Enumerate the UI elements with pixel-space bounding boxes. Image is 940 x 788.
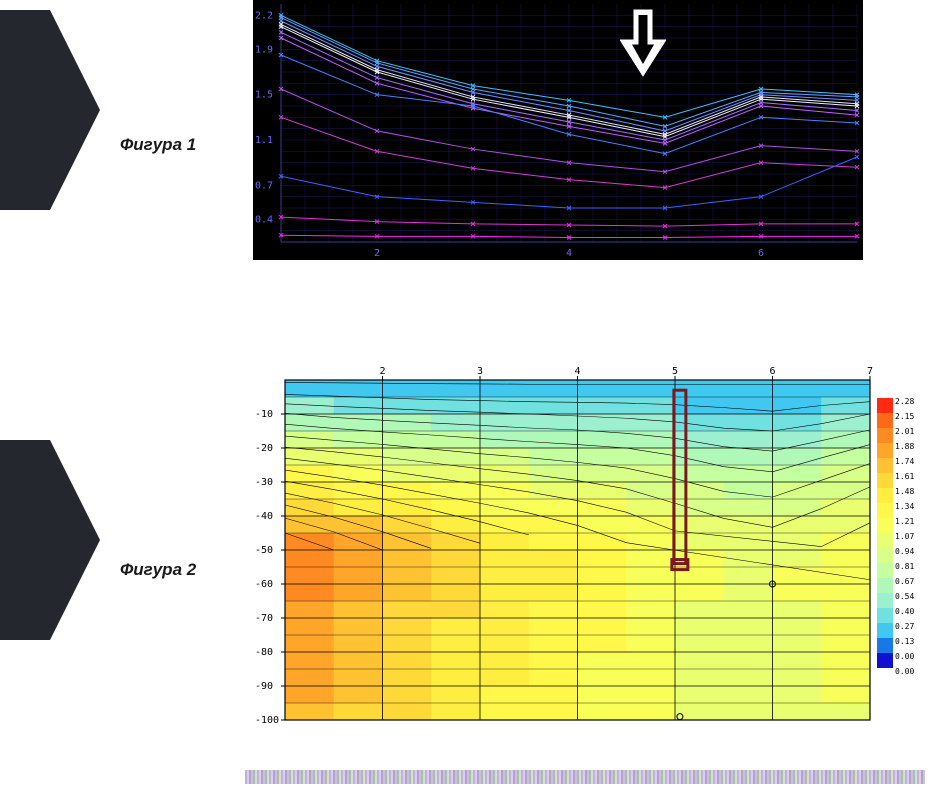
svg-text:-60: -60 — [255, 579, 273, 590]
svg-text:0.00: 0.00 — [895, 652, 914, 661]
svg-text:2: 2 — [380, 366, 386, 377]
svg-text:1.5: 1.5 — [255, 90, 273, 101]
svg-text:-90: -90 — [255, 681, 273, 692]
svg-text:-50: -50 — [255, 545, 273, 556]
svg-text:-30: -30 — [255, 477, 273, 488]
svg-text:1.61: 1.61 — [895, 472, 914, 481]
figure1-label: Фигура 1 — [120, 135, 196, 155]
svg-text:4: 4 — [575, 366, 581, 377]
contour-heatmap: 2 3 4 5 6 7 -10 -20 -30 -40 -50 -60 -70 -80 -90 -100 2.2… — [245, 358, 925, 728]
svg-text:1.21: 1.21 — [895, 517, 914, 526]
down-arrow-icon — [620, 8, 666, 83]
figure2-label: Фигура 2 — [120, 560, 196, 580]
svg-text:-10: -10 — [255, 409, 273, 420]
svg-text:-80: -80 — [255, 647, 273, 658]
svg-text:1.88: 1.88 — [895, 442, 914, 451]
svg-text:7: 7 — [867, 366, 873, 377]
svg-text:2: 2 — [374, 248, 380, 259]
line-chart: 0.4 0.7 1.1 1.5 1.9 2.2 2 4 6 — [253, 0, 863, 260]
svg-text:0.94: 0.94 — [895, 547, 914, 556]
svg-text:-40: -40 — [255, 511, 273, 522]
svg-text:5: 5 — [672, 366, 678, 377]
svg-text:1.9: 1.9 — [255, 44, 273, 55]
svg-text:-70: -70 — [255, 613, 273, 624]
svg-text:1.1: 1.1 — [255, 135, 273, 146]
svg-text:0.40: 0.40 — [895, 607, 914, 616]
noise-texture-bar — [245, 770, 925, 784]
svg-text:1.07: 1.07 — [895, 532, 914, 541]
svg-text:0.67: 0.67 — [895, 577, 914, 586]
svg-text:0.13: 0.13 — [895, 637, 914, 646]
svg-text:6: 6 — [758, 248, 764, 259]
svg-text:1.34: 1.34 — [895, 502, 914, 511]
svg-text:2.15: 2.15 — [895, 412, 914, 421]
svg-text:0.54: 0.54 — [895, 592, 914, 601]
svg-text:2.01: 2.01 — [895, 427, 914, 436]
svg-text:0.81: 0.81 — [895, 562, 914, 571]
svg-text:1.48: 1.48 — [895, 487, 914, 496]
svg-text:-100: -100 — [255, 715, 279, 726]
svg-text:6: 6 — [770, 366, 776, 377]
svg-text:0.7: 0.7 — [255, 180, 273, 191]
svg-text:-20: -20 — [255, 443, 273, 454]
svg-text:1.74: 1.74 — [895, 457, 914, 466]
svg-text:4: 4 — [566, 248, 572, 259]
svg-text:2.2: 2.2 — [255, 10, 273, 21]
svg-text:0.4: 0.4 — [255, 214, 273, 225]
svg-text:3: 3 — [477, 366, 483, 377]
svg-text:0.27: 0.27 — [895, 622, 914, 631]
svg-text:0.00: 0.00 — [895, 667, 914, 676]
svg-text:2.28: 2.28 — [895, 397, 914, 406]
